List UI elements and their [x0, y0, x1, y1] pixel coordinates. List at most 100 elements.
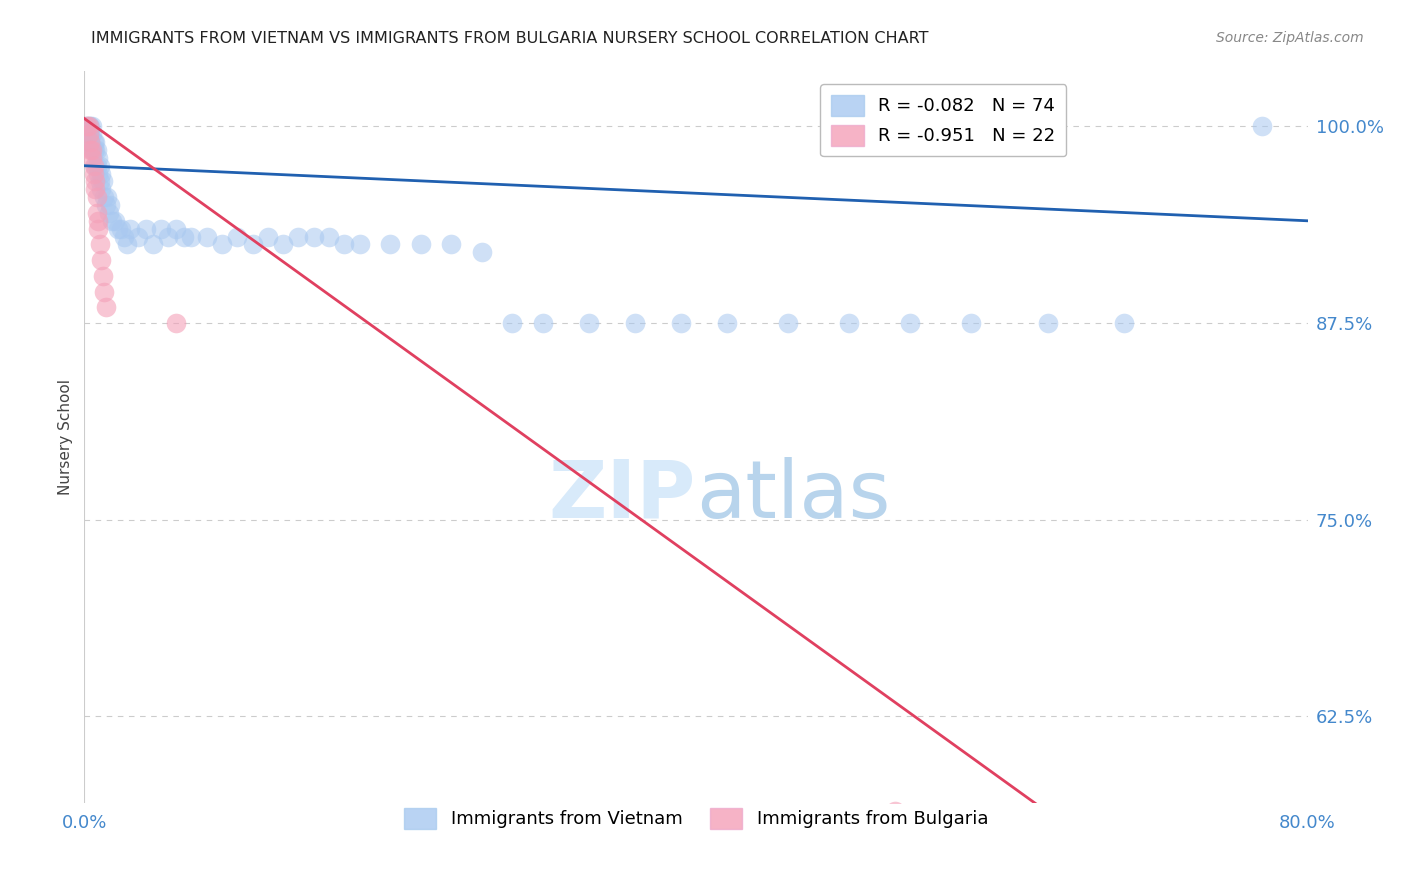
Point	[112, 229, 135, 244]
Point	[79, 135, 101, 149]
Point	[180, 229, 202, 244]
Point	[302, 229, 325, 244]
Point	[77, 128, 100, 142]
Point	[257, 229, 280, 244]
Point	[883, 804, 905, 818]
Point	[77, 135, 100, 149]
Legend: Immigrants from Vietnam, Immigrants from Bulgaria: Immigrants from Vietnam, Immigrants from…	[395, 798, 997, 838]
Point	[79, 143, 101, 157]
Point	[716, 316, 738, 330]
Point	[84, 135, 107, 149]
Point	[135, 221, 157, 235]
Point	[83, 167, 105, 181]
Point	[531, 316, 554, 330]
Point	[84, 174, 107, 188]
Point	[94, 198, 117, 212]
Point	[84, 159, 107, 173]
Point	[149, 221, 172, 235]
Point	[93, 285, 115, 299]
Point	[90, 182, 112, 196]
Point	[80, 143, 103, 157]
Point	[142, 237, 165, 252]
Point	[960, 316, 983, 330]
Point	[333, 237, 356, 252]
Point	[104, 214, 127, 228]
Point	[211, 237, 233, 252]
Point	[1114, 316, 1136, 330]
Point	[318, 229, 340, 244]
Point	[90, 253, 112, 268]
Point	[84, 143, 107, 157]
Point	[87, 214, 110, 228]
Point	[80, 151, 103, 165]
Point	[173, 229, 195, 244]
Point	[349, 237, 371, 252]
Point	[776, 316, 799, 330]
Point	[83, 159, 105, 173]
Point	[96, 190, 118, 204]
Point	[80, 143, 103, 157]
Point	[87, 151, 110, 165]
Point	[242, 237, 264, 252]
Point	[91, 268, 114, 283]
Point	[165, 221, 187, 235]
Point	[75, 120, 97, 134]
Point	[578, 316, 600, 330]
Point	[86, 206, 108, 220]
Point	[120, 221, 142, 235]
Text: Source: ZipAtlas.com: Source: ZipAtlas.com	[1216, 31, 1364, 45]
Point	[86, 143, 108, 157]
Point	[77, 120, 100, 134]
Point	[157, 229, 180, 244]
Point	[165, 316, 187, 330]
Point	[84, 182, 107, 196]
Point	[271, 237, 294, 252]
Point	[380, 237, 402, 252]
Point	[98, 198, 121, 212]
Point	[76, 128, 98, 142]
Point	[127, 229, 149, 244]
Point	[226, 229, 249, 244]
Point	[80, 128, 103, 142]
Point	[89, 159, 111, 173]
Point	[195, 229, 218, 244]
Point	[898, 316, 921, 330]
Point	[76, 120, 98, 134]
Y-axis label: Nursery School: Nursery School	[58, 379, 73, 495]
Point	[110, 221, 132, 235]
Point	[409, 237, 432, 252]
Point	[624, 316, 647, 330]
Point	[79, 120, 101, 134]
Point	[93, 190, 115, 204]
Point	[502, 316, 524, 330]
Point	[471, 245, 494, 260]
Point	[80, 120, 103, 134]
Point	[76, 120, 98, 134]
Point	[115, 237, 138, 252]
Point	[77, 120, 100, 134]
Point	[1036, 316, 1059, 330]
Point	[87, 167, 110, 181]
Point	[669, 316, 692, 330]
Point	[89, 237, 111, 252]
Point	[83, 135, 105, 149]
Text: IMMIGRANTS FROM VIETNAM VS IMMIGRANTS FROM BULGARIA NURSERY SCHOOL CORRELATION C: IMMIGRANTS FROM VIETNAM VS IMMIGRANTS FR…	[91, 31, 929, 46]
Point	[83, 143, 105, 157]
Point	[90, 167, 112, 181]
Point	[77, 128, 100, 142]
Point	[838, 316, 860, 330]
Point	[79, 135, 101, 149]
Text: ZIP: ZIP	[548, 457, 696, 534]
Point	[86, 190, 108, 204]
Point	[94, 301, 117, 315]
Text: atlas: atlas	[696, 457, 890, 534]
Point	[440, 237, 463, 252]
Point	[107, 221, 129, 235]
Point	[287, 229, 309, 244]
Point	[91, 174, 114, 188]
Point	[1250, 120, 1272, 134]
Point	[97, 206, 120, 220]
Point	[87, 221, 110, 235]
Point	[101, 214, 124, 228]
Point	[89, 174, 111, 188]
